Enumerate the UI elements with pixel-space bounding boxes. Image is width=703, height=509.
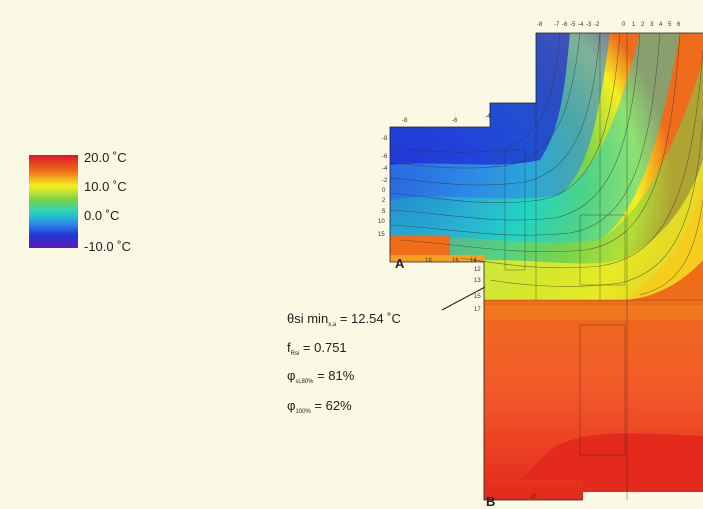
left-tick: -4 <box>382 166 388 172</box>
temperature-color-scale <box>29 155 78 248</box>
temperature-factor: fRsi = 0.751 <box>287 340 347 357</box>
cold-zone <box>390 33 570 165</box>
phi1-value: = 81% <box>317 368 355 383</box>
top-tick: 3 <box>650 22 654 28</box>
left-tick: 10 <box>378 219 385 225</box>
f-symbol: f <box>287 340 291 355</box>
side-tick: 17 <box>474 307 481 313</box>
warm-strip <box>390 235 450 255</box>
component-outlines <box>484 33 703 500</box>
point-a-label: A <box>395 256 405 271</box>
cool-zone <box>390 33 610 200</box>
phi2-value: = 62% <box>314 398 352 413</box>
top-tick: -7 <box>554 22 560 28</box>
top-tick: -6 <box>562 22 568 28</box>
top-tick: -8 <box>537 22 543 28</box>
top-tick: -5 <box>570 22 576 28</box>
phi2-symbol: φ <box>287 398 296 413</box>
upper-ticks: -8 -6 -4 <box>402 114 491 124</box>
f-subscript: Rsi <box>290 351 300 357</box>
theta-value: = 12.54 ˚C <box>339 311 401 326</box>
surface-humidity-100: φ100% = 62% <box>287 398 352 415</box>
top-tick: 1 <box>632 22 636 28</box>
yellow-zone <box>460 160 703 300</box>
side-ticks: 12 13 15 17 <box>474 267 481 313</box>
upper-tick: -8 <box>402 118 408 124</box>
upper-tick: -4 <box>485 114 491 120</box>
bottom-tick: 18 <box>425 258 432 264</box>
theta-symbol: θsi min <box>287 311 329 326</box>
legend-label-minus10: -10.0 ˚C <box>84 239 131 254</box>
left-tick: 0 <box>382 188 386 194</box>
top-tick: 2 <box>641 22 645 28</box>
top-tick: -4 <box>578 22 584 28</box>
phi1-symbol: φ <box>287 368 296 383</box>
legend-label-10: 10.0 ˚C <box>84 179 127 194</box>
side-tick: 15 <box>474 294 481 300</box>
left-tick: 2 <box>382 198 386 204</box>
top-ticks: -8 -7 -6 -5 -4 -3 -2 0 1 2 3 4 5 6 <box>537 22 681 28</box>
top-tick: -2 <box>594 22 600 28</box>
bottom-tick: 16 <box>452 258 459 264</box>
base-tick: 15 <box>530 494 537 500</box>
legend-label-20: 20.0 ˚C <box>84 150 127 165</box>
left-tick: -6 <box>382 154 388 160</box>
side-tick: 12 <box>474 267 481 273</box>
top-tick: 6 <box>677 22 681 28</box>
mid-zone <box>390 33 680 243</box>
top-tick: 5 <box>668 22 672 28</box>
left-tick: -2 <box>382 178 388 184</box>
point-b-label: B <box>486 494 496 509</box>
critical-point-leader <box>441 286 486 311</box>
left-tick: 5 <box>382 209 386 215</box>
top-tick: -3 <box>586 22 592 28</box>
surface-humidity-80: φsi,80% = 81% <box>287 368 354 385</box>
bottom-ticks: 18 16 14 <box>425 258 477 264</box>
f-value: = 0.751 <box>302 340 347 355</box>
legend-label-0: 0.0 ˚C <box>84 208 120 223</box>
phi1-subscript: si,80% <box>295 379 314 385</box>
phi2-subscript: 100% <box>295 409 311 415</box>
upper-tick: -6 <box>452 118 458 124</box>
side-tick: 13 <box>474 278 481 284</box>
top-tick: 0 <box>622 22 626 28</box>
left-ticks: -8 -6 -4 -2 0 2 5 10 15 <box>378 136 388 238</box>
min-surface-temperature: θsi minx,a = 12.54 ˚C <box>287 311 401 328</box>
left-tick: 15 <box>378 232 385 238</box>
top-tick: 4 <box>659 22 663 28</box>
bottom-tick: 14 <box>470 258 477 264</box>
left-tick: -8 <box>382 136 388 142</box>
theta-subscript: x,a <box>328 322 337 328</box>
